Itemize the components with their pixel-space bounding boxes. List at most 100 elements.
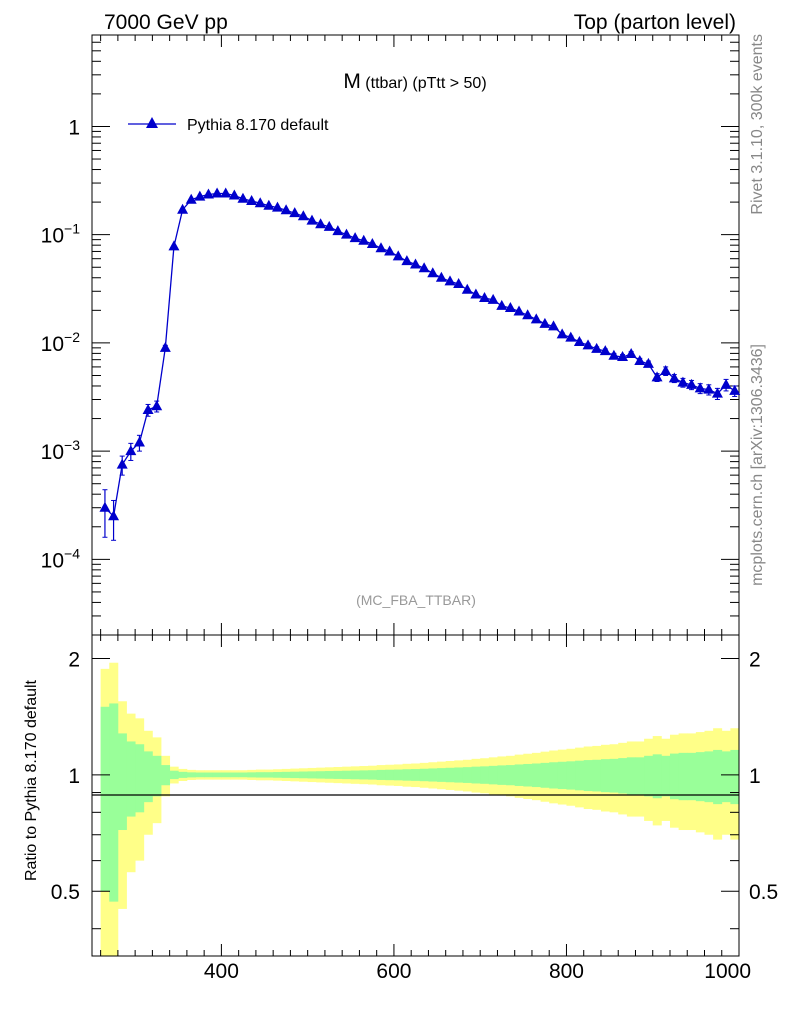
data-point: [177, 203, 189, 214]
data-point: [366, 238, 378, 249]
green-band-bin: [316, 771, 326, 779]
green-band-bin: [178, 771, 188, 778]
ratio-y-tick-label-right: 2: [749, 648, 761, 671]
ratio-axis-ticks: [92, 635, 740, 956]
green-band-bin: [531, 763, 541, 788]
green-band-bin: [342, 770, 352, 780]
data-point: [522, 309, 534, 320]
y-tick-label: 10−3: [41, 437, 81, 464]
green-band-bin: [704, 751, 714, 803]
green-band-bin: [661, 755, 671, 797]
data-point: [591, 342, 603, 353]
green-band-bin: [687, 752, 697, 801]
x-tick-label: 800: [549, 960, 584, 983]
data-point: [349, 232, 361, 243]
data-point: [280, 204, 292, 215]
data-point: [720, 378, 732, 389]
data-point: [142, 403, 154, 414]
green-band-bin: [523, 763, 533, 787]
green-band-bin: [290, 771, 300, 779]
legend-label: Pythia 8.170 default: [187, 117, 329, 134]
x-tick-label: 1000: [704, 960, 751, 983]
series-pythia: [99, 187, 741, 541]
y-tick-exponent: −4: [64, 545, 80, 561]
data-point: [289, 207, 301, 218]
green-band-bin: [264, 772, 274, 778]
green-band-bin: [730, 749, 740, 805]
data-point: [677, 376, 689, 387]
plot-title-sub: (ttbar) (pTtt > 50): [361, 75, 487, 92]
green-band-bin: [592, 759, 602, 792]
data-point: [660, 365, 672, 376]
data-point: [220, 187, 232, 198]
green-band-bin: [480, 766, 490, 784]
data-point: [99, 501, 111, 512]
data-point: [582, 339, 594, 350]
data-point: [694, 382, 706, 393]
data-point: [211, 187, 223, 198]
data-point: [565, 331, 577, 342]
data-point: [444, 275, 456, 286]
data-point: [634, 355, 646, 366]
green-band-bin: [644, 755, 654, 797]
data-point: [686, 378, 698, 389]
data-point: [530, 313, 542, 324]
green-band-bin: [506, 765, 516, 786]
data-point: [401, 255, 413, 266]
green-band-bin: [600, 759, 610, 793]
green-band-bin: [126, 741, 136, 817]
main-panel: 110−110−210−310−4 M (ttbar) (pTtt > 50) …: [41, 34, 741, 636]
data-point: [151, 400, 163, 411]
data-point: [435, 271, 447, 282]
data-point: [513, 305, 525, 316]
green-band-bin: [359, 770, 369, 780]
data-point: [556, 328, 568, 339]
data-point: [108, 510, 120, 521]
data-point: [496, 299, 508, 310]
green-band-bin: [100, 706, 110, 892]
data-point: [323, 220, 335, 231]
green-band-bin: [721, 751, 731, 803]
y-tick-exponent: −2: [64, 329, 80, 345]
green-band-bin: [169, 770, 179, 780]
green-band-bin: [566, 761, 576, 790]
green-band-bin: [626, 757, 636, 795]
green-band-bin: [333, 770, 343, 779]
green-band-bin: [247, 772, 257, 778]
green-band-bin: [109, 703, 119, 902]
ratio-y-tick-label-left: 2: [68, 648, 80, 671]
green-band-bin: [471, 766, 481, 784]
green-band-bin: [143, 751, 153, 803]
data-point: [125, 445, 137, 456]
green-band-bin: [186, 772, 196, 778]
data-point: [315, 218, 327, 229]
green-band-bin: [618, 758, 628, 794]
x-tick-label: 400: [204, 960, 239, 983]
ratio-frame: [91, 634, 740, 957]
data-point: [375, 242, 387, 253]
data-point: [453, 278, 465, 289]
data-point: [729, 384, 741, 395]
y-tick-mantissa: 10: [41, 333, 64, 356]
data-point: [470, 288, 482, 299]
green-band-bin: [454, 767, 464, 783]
green-band-bin: [238, 772, 248, 778]
data-point: [418, 262, 430, 273]
green-band-bin: [117, 733, 127, 831]
data-point: [479, 291, 491, 302]
y-tick-mantissa: 10: [41, 441, 64, 464]
green-band-bin: [385, 769, 395, 781]
green-band-bin: [669, 753, 680, 800]
y-tick-label: 10−2: [41, 329, 81, 356]
y-tick-mantissa: 1: [68, 116, 80, 139]
green-band-bin: [514, 764, 524, 786]
green-band-bin: [575, 760, 585, 791]
green-band-bin: [428, 768, 438, 782]
data-point: [133, 436, 145, 447]
data-point: [573, 335, 585, 346]
green-band-bin: [488, 765, 498, 785]
green-band-bin: [230, 772, 240, 778]
data-point: [332, 225, 344, 236]
y-tick-label: 10−4: [41, 545, 81, 572]
